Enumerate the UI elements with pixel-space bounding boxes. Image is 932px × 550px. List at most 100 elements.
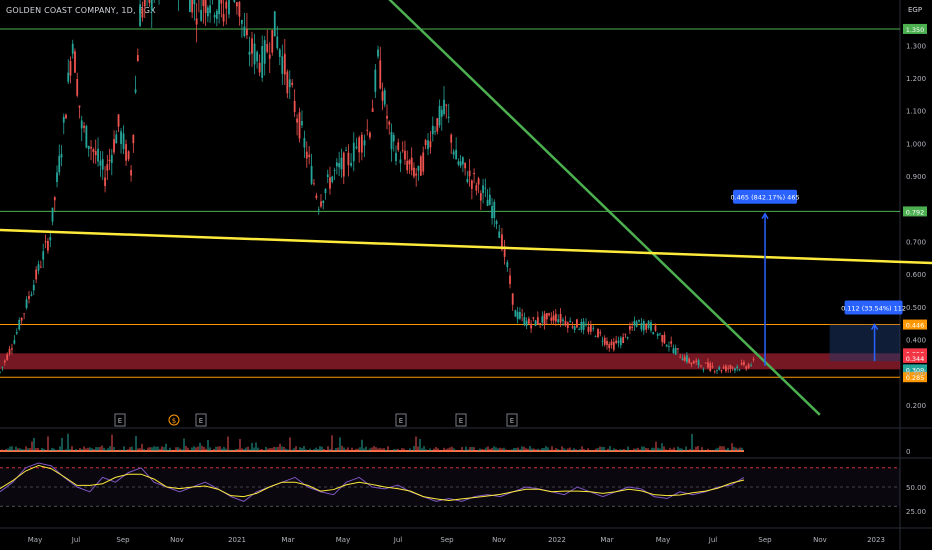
candle-body: [707, 362, 709, 368]
candle-body: [419, 156, 422, 176]
candle-body: [288, 79, 291, 88]
time-tick: 2022: [548, 536, 566, 544]
candle-body: [340, 157, 343, 170]
candle-body: [246, 29, 248, 36]
candle-body: [371, 108, 374, 112]
candle-body: [438, 105, 441, 126]
candle-body: [410, 157, 413, 171]
trendline-downtrend: [388, 0, 821, 416]
candle-body: [18, 319, 21, 330]
candle-body: [612, 341, 615, 350]
candle-body: [445, 104, 448, 106]
candle-body: [690, 362, 693, 365]
measure-arrowhead: [870, 323, 879, 330]
measure-arrowhead: [761, 212, 769, 220]
candle-body: [720, 370, 723, 372]
measure-label-bg: [733, 189, 798, 204]
currency-label: EGP: [908, 6, 923, 14]
candle-body: [47, 240, 49, 251]
candle-body: [127, 151, 130, 160]
candle-body: [222, 13, 225, 22]
level-label: 0.344: [906, 355, 925, 363]
candle-body: [615, 340, 618, 344]
candle-body: [35, 269, 38, 280]
candle-body: [90, 146, 92, 149]
candle-body: [484, 187, 487, 189]
candle-body: [381, 91, 384, 101]
candle-body: [379, 60, 382, 89]
candle-body: [443, 99, 445, 115]
earnings-marker: [455, 413, 467, 427]
candle-body: [674, 347, 677, 355]
candle-body: [573, 326, 576, 330]
rsi-tick: 50.00: [906, 484, 926, 492]
candle-body: [298, 112, 301, 139]
candle-body: [503, 246, 506, 257]
candle-body: [704, 362, 707, 364]
candle-body: [562, 319, 564, 322]
candle-body: [202, 0, 205, 7]
candle-body: [429, 141, 432, 148]
candle-body: [101, 159, 104, 170]
candle-body: [564, 321, 567, 326]
candle-body: [383, 90, 386, 105]
candle-body: [457, 161, 460, 165]
price-tick: 1.200: [906, 75, 926, 83]
candle-body: [580, 321, 583, 330]
candle-body: [122, 133, 125, 150]
candle-body: [464, 162, 467, 169]
candle-body: [377, 49, 379, 57]
candle-body: [200, 9, 203, 21]
candle-body: [240, 19, 243, 24]
candle-body: [450, 134, 453, 143]
candle-body: [745, 366, 748, 369]
candle-body: [76, 79, 79, 96]
candle-body: [518, 312, 521, 319]
candle-body: [322, 201, 325, 204]
candle-body: [369, 132, 371, 138]
candle-body: [440, 109, 443, 117]
candle-body: [253, 43, 256, 65]
candle-body: [482, 185, 484, 193]
candle-body: [310, 165, 313, 184]
candle-body: [8, 348, 11, 354]
candle-body: [479, 193, 482, 201]
candle-body: [395, 152, 397, 162]
candle-body: [388, 121, 391, 125]
candle-body: [110, 154, 113, 164]
candle-body: [475, 185, 478, 191]
candle-body: [13, 340, 16, 344]
candle-body: [283, 53, 286, 75]
candle-body: [189, 0, 191, 13]
candle-body: [355, 146, 358, 149]
candle-body: [541, 316, 544, 323]
candle-body: [659, 333, 661, 335]
candle-body: [688, 358, 691, 363]
candle-body: [452, 151, 455, 155]
candle-body: [141, 7, 144, 18]
candle-body: [495, 221, 498, 225]
candle-body: [422, 152, 425, 172]
candle-body: [220, 0, 223, 4]
candle-body: [686, 355, 688, 362]
candle-body: [539, 322, 541, 325]
candle-body: [578, 329, 581, 330]
candle-body: [622, 337, 625, 344]
candle-body: [606, 340, 608, 345]
candle-body: [0, 371, 1, 373]
candle-body: [610, 341, 613, 345]
time-tick: Jul: [393, 536, 403, 544]
candle-body: [695, 360, 698, 362]
candle-body: [313, 183, 315, 185]
candle-body: [329, 177, 331, 189]
candle-body: [305, 151, 308, 159]
candle-body: [228, 0, 230, 15]
candle-body: [315, 195, 318, 198]
candle-body: [49, 236, 52, 241]
candle-body: [233, 0, 236, 2]
time-tick: Sep: [116, 536, 130, 544]
candle-body: [286, 71, 289, 94]
candle-body: [360, 134, 363, 153]
candle-body: [347, 152, 350, 166]
